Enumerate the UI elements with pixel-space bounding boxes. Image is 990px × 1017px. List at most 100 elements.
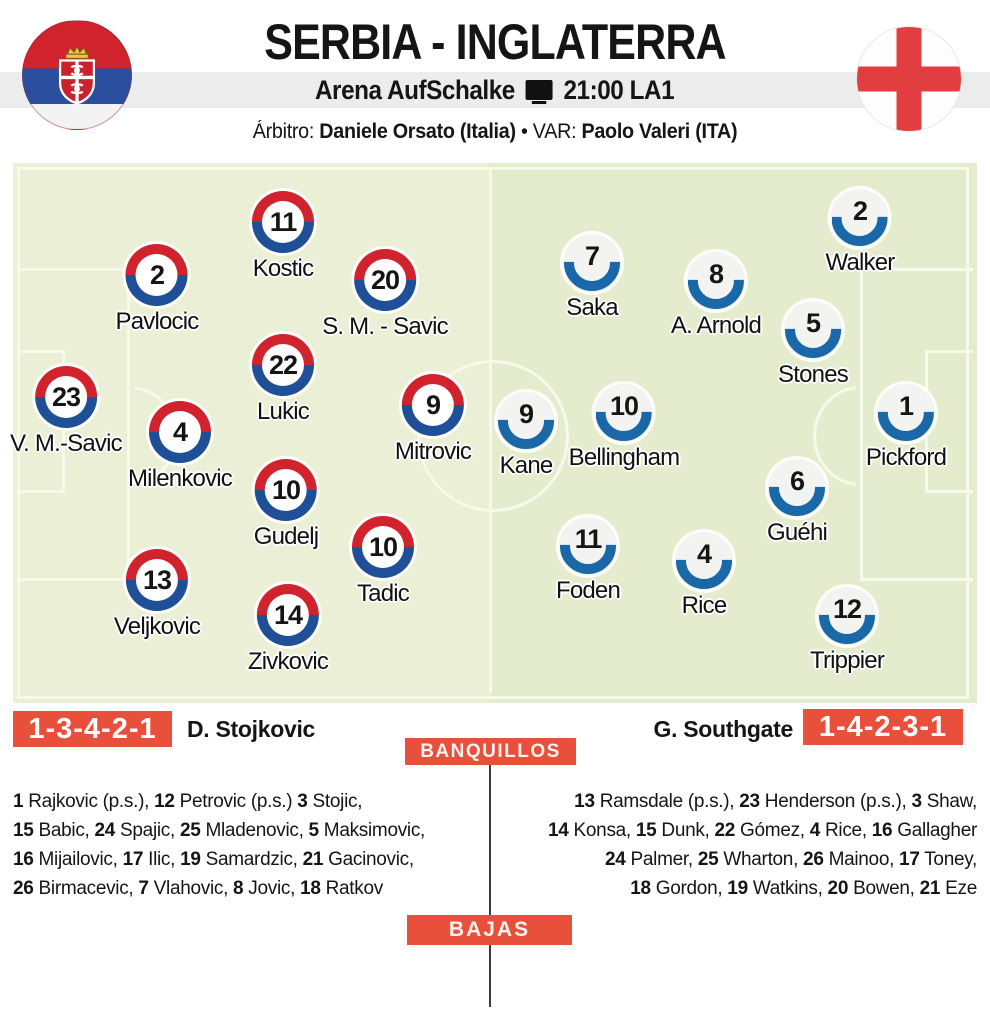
st-george-cross-vertical bbox=[896, 27, 922, 131]
player-shirt-badge: 8 bbox=[686, 252, 745, 310]
player-away: 12 Trippier bbox=[809, 587, 885, 675]
player-shirt-badge: 10 bbox=[254, 459, 317, 521]
player-name: Lukic bbox=[256, 398, 310, 425]
player-shirt-badge: 22 bbox=[252, 334, 314, 396]
referee-segment: • VAR: bbox=[515, 120, 582, 143]
player-number: 8 bbox=[708, 258, 724, 289]
player-shirt-badge: 9 bbox=[497, 392, 555, 450]
absences-section-badge: BAJAS bbox=[407, 915, 572, 945]
bench-line: 13 Ramsdale (p.s.), 23 Henderson (p.s.),… bbox=[574, 791, 977, 812]
player-shirt-badge: 20 bbox=[354, 249, 416, 311]
referee-segment: Paolo Valeri (ITA) bbox=[581, 120, 738, 143]
player-home: 22 Lukic bbox=[252, 334, 314, 426]
player-shirt-badge: 14 bbox=[257, 584, 319, 646]
player-name: S. M. - Savic bbox=[322, 313, 448, 340]
serbia-coat-of-arms bbox=[58, 45, 96, 105]
bench-line: 15 Babic, 24 Spajic, 25 Mladenovic, 5 Ma… bbox=[13, 820, 426, 841]
player-number: 11 bbox=[262, 201, 304, 243]
player-home: 2 Pavlocic bbox=[116, 244, 199, 336]
player-name: Gudelj bbox=[253, 523, 319, 550]
referee-segment: Daniele Orsato (Italia) bbox=[319, 120, 516, 143]
player-number: 11 bbox=[574, 523, 603, 554]
player-shirt-badge: 6 bbox=[767, 459, 826, 517]
player-name: Mitrovic bbox=[394, 438, 472, 465]
player-number: 4 bbox=[158, 411, 201, 453]
player-name: A. Arnold bbox=[670, 312, 762, 339]
player-number: 23 bbox=[45, 376, 87, 418]
pitch-border bbox=[17, 167, 969, 699]
away-coach-name: G. Southgate bbox=[653, 716, 793, 742]
player-number: 22 bbox=[262, 344, 304, 386]
player-number: 10 bbox=[609, 390, 639, 421]
player-home: 13 Veljkovic bbox=[113, 549, 201, 641]
player-name: Pavlocic bbox=[115, 308, 200, 335]
player-shirt-badge: 23 bbox=[35, 366, 97, 428]
player-name: Kostic bbox=[252, 255, 314, 282]
player-shirt-badge: 13 bbox=[126, 549, 188, 611]
player-shirt-badge: 10 bbox=[595, 384, 653, 442]
bench-line: 26 Birmacevic, 7 Vlahovic, 8 Jovic, 18 R… bbox=[13, 878, 383, 899]
player-home: 9 Mitrovic bbox=[394, 374, 472, 466]
penalty-area-right bbox=[860, 268, 973, 581]
away-formation-badge: 1-4-2-3-1 bbox=[803, 709, 963, 745]
player-number: 5 bbox=[805, 307, 821, 338]
player-shirt-badge: 1 bbox=[876, 384, 935, 442]
home-bench-list: 1 Rajkovic (p.s.), 12 Petrovic (p.s.) 3 … bbox=[13, 787, 487, 903]
bench-line: 16 Mijailovic, 17 Ilic, 19 Samardzic, 21… bbox=[13, 849, 414, 870]
venue-band-content: Arena AufSchalke 21:00 LA1 bbox=[315, 74, 675, 106]
player-shirt-badge: 4 bbox=[148, 401, 211, 463]
bench-line: 24 Palmer, 25 Wharton, 26 Mainoo, 17 Ton… bbox=[605, 849, 977, 870]
penalty-area-left bbox=[17, 268, 130, 581]
player-name: V. M.-Savic bbox=[10, 430, 122, 457]
player-name: Rice bbox=[681, 592, 728, 619]
referee-line: Árbitro: Daniele Orsato (Italia) • VAR: … bbox=[30, 120, 961, 144]
player-name: Stones bbox=[778, 361, 849, 388]
player-shirt-badge: 2 bbox=[830, 189, 889, 247]
match-title: SERBIA - INGLATERRA bbox=[264, 14, 726, 70]
england-flag-icon bbox=[856, 26, 962, 132]
center-circle bbox=[417, 360, 569, 512]
player-number: 2 bbox=[136, 254, 178, 296]
player-name: Veljkovic bbox=[113, 613, 201, 640]
player-home: 11 Kostic bbox=[252, 191, 314, 283]
venue-band: Arena AufSchalke 21:00 LA1 bbox=[0, 72, 990, 108]
serbia-flag-icon bbox=[22, 20, 132, 130]
bench-section-badge: BANQUILLOS bbox=[405, 738, 576, 765]
home-formation-badge: 1-3-4-2-1 bbox=[13, 711, 172, 747]
player-name: Zivkovic bbox=[247, 648, 329, 675]
player-shirt-badge: 5 bbox=[783, 301, 842, 359]
player-shirt-badge: 10 bbox=[352, 516, 414, 578]
player-away: 1 Pickford bbox=[865, 384, 947, 472]
player-number: 13 bbox=[136, 559, 178, 601]
player-name: Guéhi bbox=[766, 519, 828, 546]
venue-name: Arena AufSchalke bbox=[315, 74, 516, 105]
away-bench-list: 13 Ramsdale (p.s.), 23 Henderson (p.s.),… bbox=[500, 787, 977, 903]
player-name: Bellingham bbox=[568, 444, 681, 471]
player-away: 8 A. Arnold bbox=[670, 252, 762, 340]
player-number: 10 bbox=[264, 469, 307, 511]
player-number: 10 bbox=[362, 526, 404, 568]
divider-line-lower bbox=[489, 945, 491, 1007]
player-name: Saka bbox=[566, 294, 618, 321]
home-coach-name: D. Stojkovic bbox=[187, 716, 316, 742]
player-name: Trippier bbox=[809, 647, 885, 674]
player-name: Tadic bbox=[356, 580, 410, 607]
player-number: 9 bbox=[411, 384, 454, 426]
player-home: 14 Zivkovic bbox=[247, 584, 329, 676]
player-name: Foden bbox=[555, 577, 621, 604]
player-away: 9 Kane bbox=[497, 392, 555, 480]
player-name: Milenkovic bbox=[127, 465, 233, 492]
player-home: 10 Tadic bbox=[352, 516, 414, 608]
player-name: Pickford bbox=[865, 444, 947, 471]
player-shirt-badge: 11 bbox=[252, 191, 314, 253]
player-shirt-badge: 4 bbox=[675, 532, 733, 590]
player-away: 2 Walker bbox=[826, 189, 895, 277]
bench-line: 18 Gordon, 19 Watkins, 20 Bowen, 21 Eze bbox=[630, 878, 977, 899]
kickoff-time-channel: 21:00 LA1 bbox=[563, 74, 675, 105]
player-home: 20 S. M. - Savic bbox=[322, 249, 449, 341]
player-away: 11 Foden bbox=[555, 517, 621, 605]
player-shirt-badge: 9 bbox=[401, 374, 464, 436]
player-shirt-badge: 2 bbox=[126, 244, 188, 306]
player-name: Kane bbox=[499, 452, 554, 479]
